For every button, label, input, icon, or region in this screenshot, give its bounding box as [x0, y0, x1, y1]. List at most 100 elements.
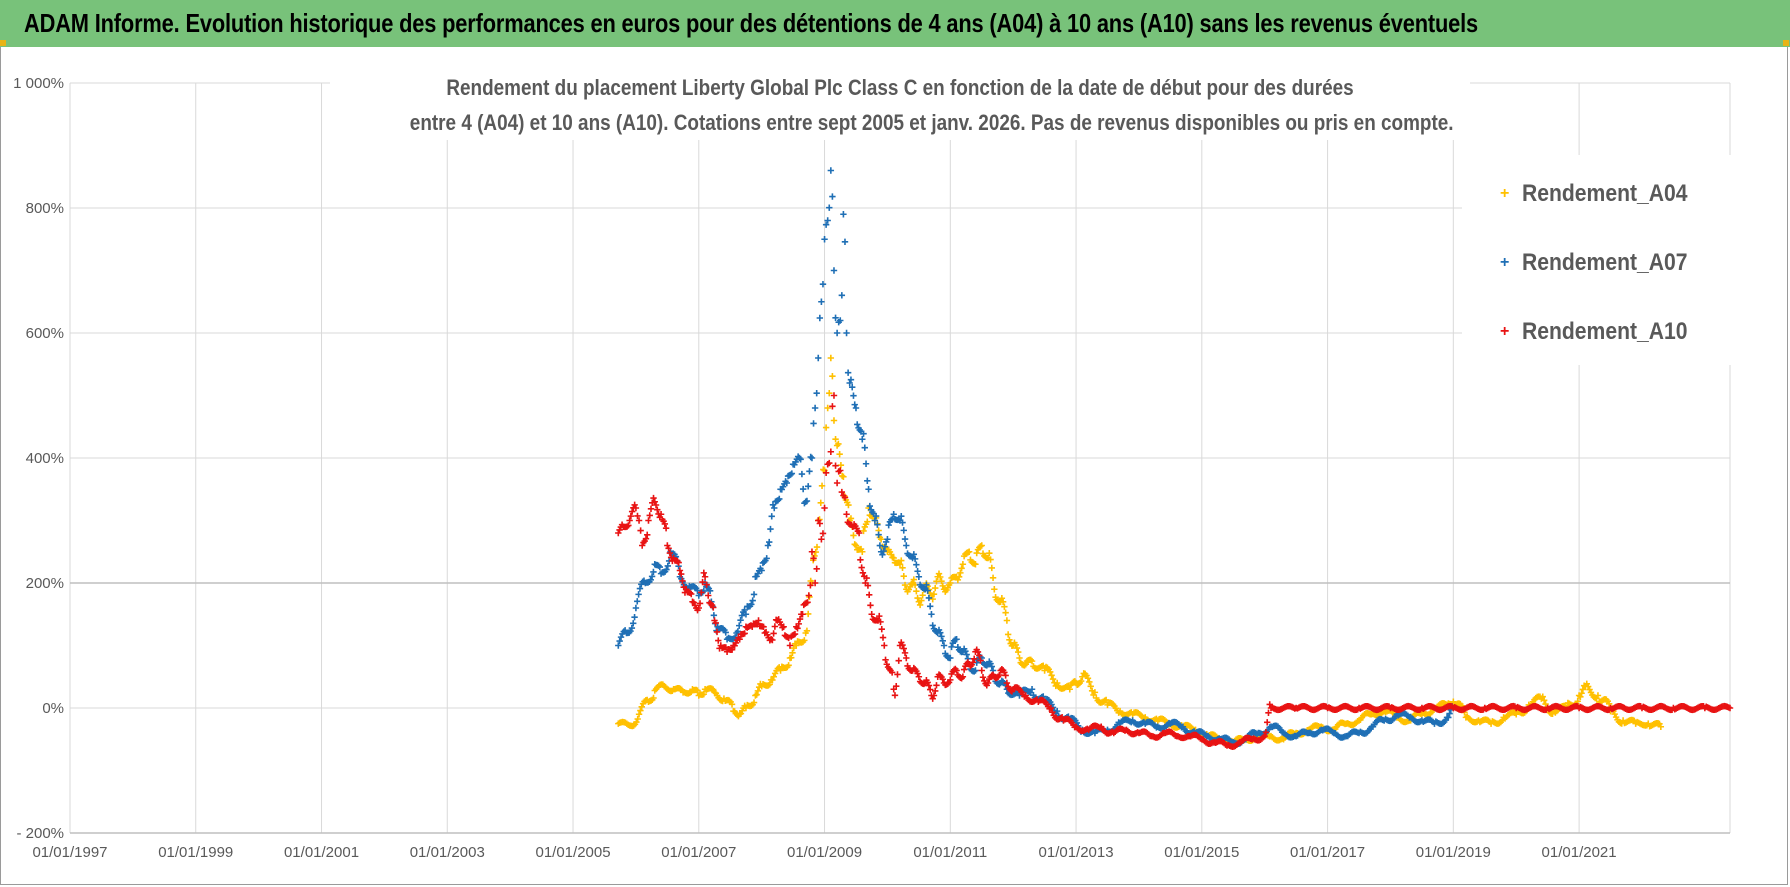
- data-point: [844, 369, 852, 376]
- data-point: [635, 517, 643, 524]
- data-point: [1003, 679, 1011, 687]
- data-point: [838, 292, 846, 299]
- data-point: [1087, 683, 1094, 690]
- data-point: [628, 508, 636, 515]
- data-point: [617, 633, 625, 641]
- data-point: [899, 564, 906, 572]
- y-tick-label: 1 000%: [13, 75, 64, 92]
- data-point: [859, 436, 866, 443]
- data-point: [1077, 677, 1085, 685]
- data-point: [898, 513, 905, 520]
- data-point: [766, 681, 773, 688]
- data-point: [916, 601, 924, 609]
- data-point: [722, 629, 729, 636]
- data-point: [998, 595, 1006, 602]
- data-point: [1445, 714, 1452, 721]
- data-point: [962, 647, 969, 655]
- data-point: [986, 549, 993, 557]
- data-point: [662, 525, 670, 532]
- data-point: [965, 548, 973, 555]
- data-point: [1542, 700, 1549, 708]
- data-point: [808, 454, 816, 462]
- data-point: [824, 404, 831, 412]
- data-point: [642, 535, 650, 542]
- data-point: [850, 392, 857, 399]
- data-point: [838, 488, 846, 496]
- data-point: [1048, 672, 1055, 679]
- data-point: [923, 581, 930, 589]
- data-point: [832, 436, 839, 443]
- data-point: [977, 543, 984, 550]
- data-point: [816, 314, 824, 322]
- data-point: [878, 625, 885, 633]
- data-point: [830, 417, 838, 424]
- data-point: [795, 620, 802, 628]
- data-point: [899, 519, 906, 526]
- data-point: [875, 531, 882, 538]
- data-point: [843, 329, 850, 337]
- data-point: [843, 511, 850, 518]
- data-point: [647, 505, 655, 512]
- data-point: [937, 629, 944, 636]
- x-tick-label: 01/01/1997: [32, 844, 107, 861]
- data-point: [805, 592, 813, 599]
- series-rendement-a10: [615, 392, 1734, 750]
- x-tick-label: 01/01/2017: [1290, 844, 1365, 861]
- data-point: [766, 538, 773, 546]
- data-point: [654, 506, 661, 513]
- data-point: [841, 494, 849, 501]
- legend-item-a10: + Rendement_A10: [1500, 317, 1710, 347]
- data-point: [991, 586, 998, 593]
- data-point: [911, 555, 919, 563]
- data-point: [651, 498, 658, 505]
- data-point: [900, 645, 907, 652]
- data-point: [806, 468, 813, 475]
- data-point: [1013, 644, 1021, 652]
- data-point: [852, 404, 860, 412]
- data-point: [689, 598, 696, 605]
- data-point: [829, 372, 836, 380]
- data-point: [938, 633, 945, 640]
- data-point: [865, 591, 873, 599]
- data-point: [1605, 700, 1613, 708]
- data-point: [860, 430, 867, 437]
- banner-title: ADAM Informe. Evolution historique des p…: [24, 8, 1479, 38]
- legend-item-a04: + Rendement_A04: [1500, 179, 1710, 209]
- data-point: [903, 654, 910, 662]
- data-point: [728, 701, 736, 708]
- data-point: [838, 472, 846, 480]
- data-point: [650, 568, 657, 576]
- data-point: [879, 551, 886, 558]
- data-point: [871, 517, 879, 524]
- data-point: [953, 667, 960, 674]
- data-point: [1579, 686, 1587, 693]
- data-point: [987, 660, 994, 667]
- data-point: [780, 623, 787, 630]
- data-point: [1577, 693, 1584, 701]
- legend-label-a07: Rendement_A07: [1522, 249, 1688, 276]
- data-point: [801, 637, 808, 644]
- data-point: [920, 680, 928, 688]
- data-point: [1021, 662, 1028, 669]
- data-point: [837, 467, 844, 474]
- data-point: [899, 641, 906, 649]
- data-point: [804, 483, 812, 490]
- data-point: [696, 600, 704, 607]
- data-point: [944, 680, 951, 687]
- data-point: [830, 392, 838, 399]
- data-point: [796, 454, 803, 462]
- data-point: [807, 453, 814, 461]
- data-point: [797, 456, 804, 463]
- data-point: [710, 604, 717, 611]
- data-point: [741, 630, 748, 637]
- corner-marker-left: [0, 40, 6, 46]
- data-point: [1446, 710, 1453, 717]
- y-tick-label: 200%: [26, 575, 64, 592]
- corner-marker-right: [1783, 40, 1789, 46]
- data-point: [634, 715, 641, 723]
- x-tick-label: 01/01/2015: [1164, 844, 1239, 861]
- data-point: [932, 584, 939, 592]
- data-point: [939, 676, 946, 683]
- data-point: [822, 424, 830, 431]
- data-point: [808, 548, 816, 555]
